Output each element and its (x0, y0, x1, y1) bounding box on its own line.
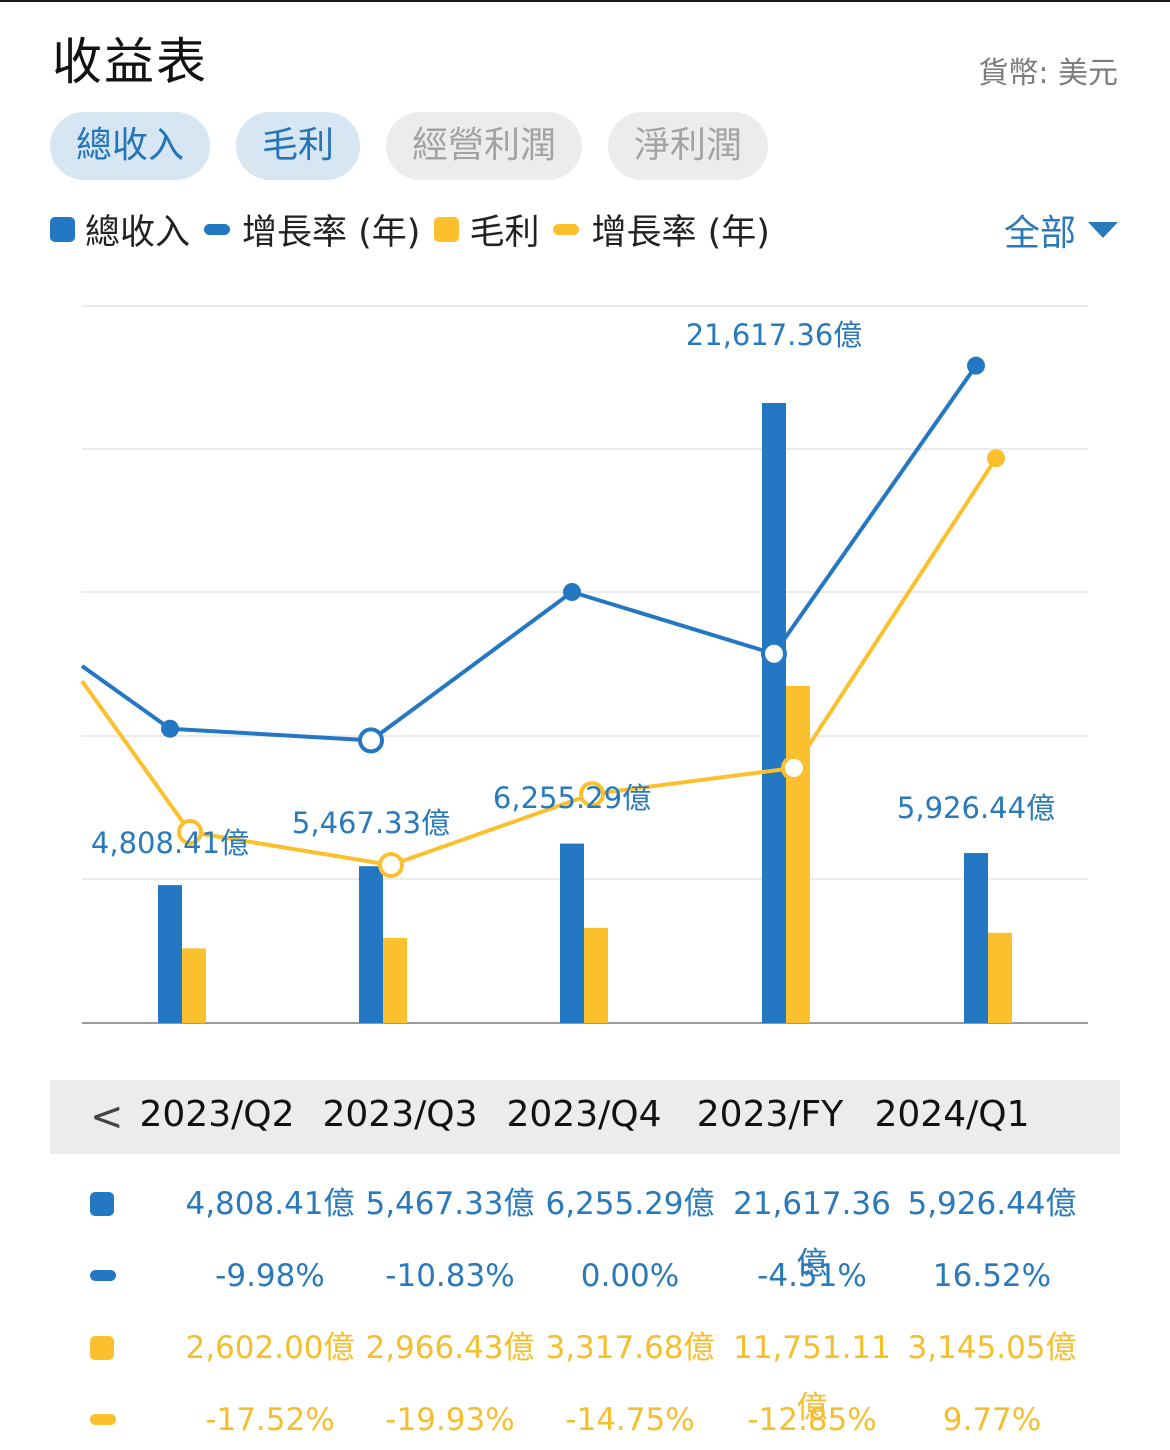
table-row: 2,602.00億 2,966.43億 3,317.68億 11,751.11億 3,1… (0, 1318, 1170, 1426)
legend-dash-icon (553, 224, 580, 235)
table-cell: 21,617.36億 (733, 1186, 891, 1282)
table-cell: 6,255.29億 (545, 1186, 715, 1222)
period-label: 2023/Q2 (139, 1094, 295, 1135)
revenue-bar (762, 403, 786, 1023)
table-cell: -14.75% (565, 1402, 695, 1438)
table-cell: 11,751.11億 (733, 1330, 891, 1426)
period-label: 2024/Q1 (874, 1094, 1030, 1135)
revenue-growth-point (563, 583, 581, 601)
table-row: -9.98% -10.83% 0.00% -4.51% 16.52% (0, 1246, 1170, 1306)
legend-square-icon (434, 217, 460, 242)
legend-item-revenue: 總收入 (50, 204, 190, 255)
period-label: 2023/Q4 (506, 1094, 662, 1135)
metric-tabs: 總收入 毛利 經營利潤 淨利潤 (50, 112, 769, 180)
page-title: 收益表 (52, 33, 208, 91)
revenue-bar (560, 843, 584, 1023)
table-cell: 2,602.00億 (185, 1330, 355, 1366)
row-square-icon (90, 1192, 114, 1216)
legend-label: 總收入 (85, 213, 191, 253)
gross-profit-bar (988, 932, 1012, 1023)
table-cell: -4.51% (757, 1258, 867, 1294)
legend-item-gross-profit: 毛利 (434, 204, 539, 255)
table-cell: 2,966.43億 (365, 1330, 535, 1366)
tab-operating-profit[interactable]: 經營利潤 (386, 112, 583, 180)
table-cell: 4,808.41億 (185, 1186, 355, 1222)
chevron-left-icon[interactable]: < (90, 1094, 124, 1140)
period-navigator: < 2023/Q2 2023/Q3 2023/Q4 2023/FY 2024/Q… (50, 1080, 1120, 1154)
legend-item-gross-growth: 增長率 (年) (553, 204, 770, 255)
table-cell: -10.83% (385, 1258, 515, 1294)
table-cell: 3,145.05億 (907, 1330, 1077, 1366)
gross-growth-point (781, 755, 807, 782)
gross-profit-bar (786, 685, 810, 1023)
revenue-bar (964, 853, 988, 1023)
table-row: -17.52% -19.93% -14.75% -12.85% 9.77% (0, 1390, 1170, 1450)
gross-growth-point (987, 449, 1005, 468)
gross-growth-point (579, 781, 605, 808)
income-chart: 4,808.41億 5,467.33億 6,255.29億 21,617.36億 5,9… (80, 305, 1088, 1024)
gross-growth-point (177, 819, 203, 846)
table-cell: 9.77% (942, 1402, 1042, 1438)
tab-total-revenue[interactable]: 總收入 (50, 112, 211, 180)
table-cell: 5,926.44億 (907, 1186, 1077, 1222)
period-label: 2023/Q3 (322, 1094, 478, 1135)
table-cell: -19.93% (385, 1402, 515, 1438)
table-cell: 5,467.33億 (365, 1186, 535, 1222)
tab-gross-profit[interactable]: 毛利 (236, 112, 361, 180)
table-cell: -12.85% (747, 1402, 877, 1438)
gross-profit-bar (584, 927, 608, 1023)
table-cell: 3,317.68億 (545, 1330, 715, 1366)
revenue-growth-point (967, 356, 985, 375)
period-filter-dropdown[interactable]: 全部 (1004, 204, 1118, 256)
gross-growth-line (80, 457, 998, 868)
legend-dash-icon (204, 224, 231, 235)
revenue-bar (158, 885, 182, 1023)
revenue-growth-point (358, 727, 384, 754)
table-cell: 0.00% (580, 1258, 680, 1294)
chart-legend: 總收入 增長率 (年) 毛利 增長率 (年) (50, 204, 784, 255)
revenue-data-label: 5,926.44億 (897, 791, 1055, 825)
table-row: 4,808.41億 5,467.33億 6,255.29億 21,617.36億 5,9… (0, 1174, 1170, 1282)
revenue-growth-line (80, 364, 978, 743)
revenue-data-label: 4,808.41億 (91, 826, 249, 860)
revenue-growth-point (761, 640, 787, 667)
row-dash-icon (90, 1270, 116, 1281)
legend-label: 毛利 (469, 213, 540, 253)
table-cell: -17.52% (205, 1402, 335, 1438)
legend-square-icon (50, 217, 75, 242)
revenue-data-label: 21,617.36億 (686, 318, 863, 352)
gross-profit-bar (182, 948, 206, 1023)
table-cell: 16.52% (932, 1258, 1052, 1294)
revenue-growth-point (161, 719, 179, 738)
revenue-data-label: 6,255.29億 (493, 781, 651, 815)
caret-down-icon (1088, 222, 1118, 238)
tab-net-profit[interactable]: 淨利潤 (608, 112, 769, 180)
top-border (0, 0, 1170, 2)
legend-label: 增長率 (年) (242, 213, 421, 253)
gross-profit-bar (383, 937, 407, 1023)
revenue-data-label: 5,467.33億 (292, 806, 450, 840)
table-cell: -9.98% (215, 1258, 325, 1294)
currency-label: 貨幣: 美元 (978, 56, 1118, 91)
revenue-bar (359, 866, 383, 1023)
filter-label: 全部 (1003, 213, 1076, 254)
row-dash-icon (90, 1414, 116, 1425)
gross-growth-point (378, 852, 404, 879)
legend-label: 增長率 (年) (591, 213, 770, 253)
row-square-icon (90, 1336, 114, 1360)
legend-item-revenue-growth: 增長率 (年) (204, 204, 420, 255)
period-label: 2023/FY (696, 1094, 844, 1135)
